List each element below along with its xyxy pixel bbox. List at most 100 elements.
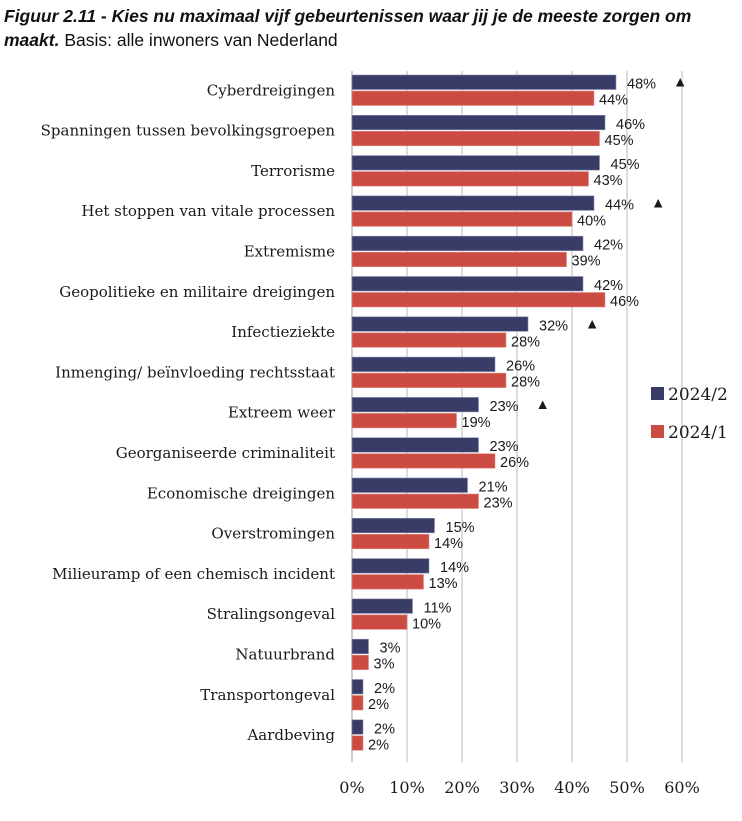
bar-2024-2 <box>351 276 584 292</box>
bar-2024-1 <box>351 332 507 348</box>
category-label: Infectieziekte <box>231 323 335 341</box>
data-label: 23% <box>484 496 513 512</box>
bar-2024-1 <box>351 614 408 630</box>
bar-2024-1 <box>351 453 496 469</box>
bar-2024-2 <box>351 598 413 614</box>
data-label: 40% <box>577 213 606 229</box>
bar-2024-2 <box>351 679 364 695</box>
figure-title-bold: Figuur 2.11 - Kies nu maximaal vijf gebe… <box>4 6 692 50</box>
x-tick-label: 40% <box>554 778 590 797</box>
data-label: 23% <box>490 399 519 415</box>
bar-2024-1 <box>351 90 595 106</box>
data-label: 11% <box>424 600 452 616</box>
x-tick-label: 30% <box>499 778 535 797</box>
legend-label: 2024/1 <box>668 423 728 443</box>
data-label: 32% <box>539 318 568 334</box>
significance-marker-icon: ▲ <box>585 316 599 332</box>
data-label: 26% <box>506 359 535 375</box>
legend-swatch <box>651 425 664 438</box>
data-label: 48% <box>627 77 656 93</box>
figure-title-basis: Basis: alle inwoners van Nederland <box>59 30 338 50</box>
bar-2024-1 <box>351 654 369 671</box>
bar-2024-2 <box>351 74 617 90</box>
x-tick-label: 20% <box>444 778 480 797</box>
bar-2024-1 <box>351 211 573 227</box>
category-label: Georganiseerde criminaliteit <box>116 444 335 462</box>
x-tick-label: 0% <box>339 778 364 797</box>
category-label: Extreem weer <box>228 404 336 422</box>
data-label: 44% <box>605 197 634 213</box>
category-label: Economische dreigingen <box>147 484 335 502</box>
category-label: Extremisme <box>244 242 335 260</box>
bar-2024-1 <box>351 735 364 751</box>
significance-marker-icon: ▲ <box>673 75 687 91</box>
bar-2024-2 <box>351 155 600 171</box>
bar-2024-1 <box>351 413 457 429</box>
bar-2024-1 <box>351 695 364 711</box>
legend-label: 2024/2 <box>668 385 728 405</box>
data-label: 42% <box>594 278 623 294</box>
bar-2024-1 <box>351 533 430 550</box>
x-tick-label: 10% <box>389 778 425 797</box>
bar-2024-2 <box>351 356 496 372</box>
bar-2024-2 <box>351 437 479 453</box>
data-label: 39% <box>572 254 601 270</box>
data-label: 13% <box>429 576 458 592</box>
data-label: 21% <box>479 480 508 496</box>
category-label: Milieuramp of een chemisch incident <box>52 565 335 583</box>
bar-2024-1 <box>351 574 424 590</box>
data-label: 46% <box>610 294 639 310</box>
data-label: 44% <box>599 93 628 109</box>
category-label: Geopolitieke en militaire dreigingen <box>59 283 335 301</box>
category-label: Overstromingen <box>211 525 335 543</box>
data-label: 23% <box>490 439 519 455</box>
data-label: 19% <box>462 415 491 431</box>
data-label: 14% <box>440 560 469 576</box>
bar-2024-1 <box>351 251 567 267</box>
data-label: 28% <box>511 334 540 350</box>
bar-2024-2 <box>351 397 479 413</box>
significance-marker-icon: ▲ <box>651 195 665 211</box>
legend-swatch <box>651 387 664 400</box>
data-label: 28% <box>511 375 540 391</box>
bar-2024-2 <box>351 719 364 735</box>
bar-2024-2 <box>351 316 529 332</box>
significance-marker-icon: ▲ <box>536 397 550 413</box>
category-label: Natuurbrand <box>235 645 335 663</box>
bar-2024-2 <box>351 477 468 493</box>
category-label: Aardbeving <box>246 726 335 744</box>
data-label: 3% <box>380 641 401 657</box>
data-label: 46% <box>616 117 645 133</box>
bar-2024-2 <box>351 558 430 574</box>
figure-title: Figuur 2.11 - Kies nu maximaal vijf gebe… <box>4 4 734 52</box>
data-label: 26% <box>500 455 529 471</box>
bar-2024-2 <box>351 115 606 131</box>
bar-2024-1 <box>351 493 479 509</box>
category-label: Inmenging/ beïnvloeding rechtsstaat <box>55 363 335 381</box>
data-label: 42% <box>594 238 623 254</box>
bar-2024-1 <box>351 131 600 147</box>
data-label: 2% <box>374 721 395 737</box>
data-label: 45% <box>611 157 640 173</box>
bar-2024-1 <box>351 171 589 187</box>
data-label: 14% <box>434 536 463 552</box>
category-label: Stralingsongeval <box>207 605 336 623</box>
category-label: Cyberdreigingen <box>207 81 336 99</box>
data-label: 3% <box>374 657 395 673</box>
data-label: 43% <box>594 173 623 189</box>
data-label: 45% <box>605 133 634 149</box>
data-label: 15% <box>446 520 475 536</box>
bar-2024-2 <box>351 638 369 655</box>
bar-2024-2 <box>351 517 435 534</box>
bar-2024-1 <box>351 372 507 388</box>
bar-2024-2 <box>351 195 595 211</box>
data-label: 2% <box>368 737 389 753</box>
data-label: 10% <box>412 616 441 632</box>
category-label: Spanningen tussen bevolkingsgroepen <box>41 122 336 140</box>
bar-2024-1 <box>351 292 606 308</box>
data-label: 2% <box>374 681 395 697</box>
category-label: Het stoppen van vitale processen <box>81 202 335 220</box>
bar-2024-2 <box>351 235 584 251</box>
data-label: 2% <box>368 697 389 713</box>
